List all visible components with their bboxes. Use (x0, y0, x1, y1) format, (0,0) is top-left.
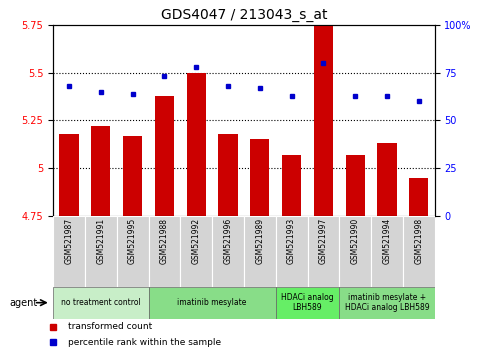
Bar (403, 216, 435, 287)
Text: imatinib mesylate +
HDACi analog LBH589: imatinib mesylate + HDACi analog LBH589 (345, 293, 429, 312)
Bar (378, 143, 397, 216)
Text: imatinib mesylate: imatinib mesylate (177, 298, 247, 307)
Bar (346, 155, 365, 216)
Text: GSM521998: GSM521998 (414, 218, 423, 264)
Bar (53, 287, 149, 319)
Text: percentile rank within the sample: percentile rank within the sample (69, 338, 222, 347)
Bar (339, 287, 435, 319)
Text: GSM521988: GSM521988 (160, 218, 169, 264)
Bar (180, 216, 212, 287)
Text: GSM521991: GSM521991 (96, 218, 105, 264)
Bar (244, 216, 276, 287)
Bar (59, 134, 79, 216)
Bar (149, 216, 180, 287)
Bar (187, 73, 206, 216)
Text: GSM521992: GSM521992 (192, 218, 201, 264)
Bar (371, 216, 403, 287)
Bar (250, 139, 270, 216)
Text: GSM521997: GSM521997 (319, 218, 328, 264)
Bar (155, 96, 174, 216)
Bar (314, 25, 333, 216)
Title: GDS4047 / 213043_s_at: GDS4047 / 213043_s_at (161, 8, 327, 22)
Text: agent: agent (10, 298, 38, 308)
Bar (85, 216, 117, 287)
Bar (149, 287, 276, 319)
Text: GSM521994: GSM521994 (383, 218, 392, 264)
Text: GSM521996: GSM521996 (224, 218, 232, 264)
Text: GSM521987: GSM521987 (65, 218, 73, 264)
Bar (339, 216, 371, 287)
Bar (212, 216, 244, 287)
Text: GSM521995: GSM521995 (128, 218, 137, 264)
Text: transformed count: transformed count (69, 322, 153, 331)
Bar (308, 216, 339, 287)
Bar (117, 216, 149, 287)
Bar (276, 287, 339, 319)
Bar (123, 136, 142, 216)
Text: GSM521989: GSM521989 (256, 218, 264, 264)
Text: no treatment control: no treatment control (61, 298, 141, 307)
Text: HDACi analog
LBH589: HDACi analog LBH589 (281, 293, 334, 312)
Text: GSM521993: GSM521993 (287, 218, 296, 264)
Bar (276, 216, 308, 287)
Bar (409, 178, 428, 216)
Bar (53, 216, 85, 287)
Bar (91, 126, 110, 216)
Bar (282, 155, 301, 216)
Bar (218, 134, 238, 216)
Text: GSM521990: GSM521990 (351, 218, 360, 264)
